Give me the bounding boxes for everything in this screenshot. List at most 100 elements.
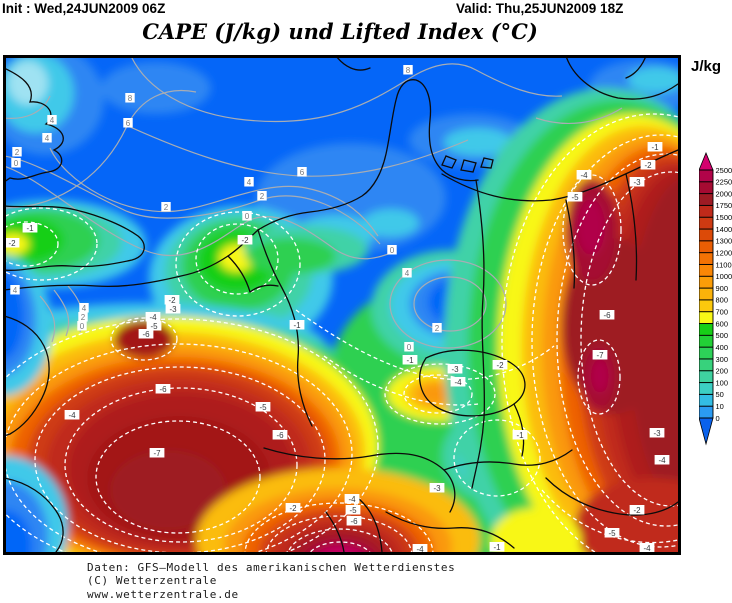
li-label-box xyxy=(403,65,413,75)
legend-tick-label: 1300 xyxy=(716,237,732,246)
li-label-value: -1 xyxy=(406,356,414,365)
legend-band xyxy=(699,193,713,206)
li-label-value: -3 xyxy=(451,365,459,374)
legend-tick-label: 1500 xyxy=(716,213,732,222)
li-label-value: 8 xyxy=(128,94,133,103)
legend-band xyxy=(699,335,713,348)
li-label-value: -4 xyxy=(348,495,356,504)
li-label-box xyxy=(123,118,133,128)
li-label-box xyxy=(404,342,414,352)
legend-band xyxy=(699,276,713,289)
li-label-box xyxy=(42,133,52,143)
init-time-label: Init : Wed,24JUN2009 06Z xyxy=(2,1,166,16)
li-label-value: -4 xyxy=(580,171,588,180)
li-label-value: -4 xyxy=(416,545,424,552)
li-label-box xyxy=(125,93,135,103)
li-label-box xyxy=(639,543,655,552)
data-source-line: Daten: GFS—Modell des amerikanischen Wet… xyxy=(87,561,456,574)
li-label-value: 2 xyxy=(164,203,169,212)
li-label-value: 2 xyxy=(15,148,20,157)
li-label-value: -6 xyxy=(603,311,611,320)
attribution-footer: Daten: GFS—Modell des amerikanischen Wet… xyxy=(87,561,455,601)
legend-tick-label: 400 xyxy=(716,343,729,352)
li-label-box xyxy=(146,321,162,331)
copyright-line: (C) Wetterzentrale xyxy=(87,574,218,588)
li-label-value: 2 xyxy=(81,313,86,322)
legend-tick-label: 500 xyxy=(716,331,729,340)
li-label-box xyxy=(237,235,253,245)
legend-unit-label: J/kg xyxy=(691,58,722,75)
legend-arrow-up-icon xyxy=(698,151,714,171)
legend-tick-label: 0 xyxy=(716,414,720,423)
legend-tick-label: 600 xyxy=(716,319,729,328)
li-label-value: -2 xyxy=(289,504,297,513)
li-label-value: 4 xyxy=(45,134,50,143)
legend-tick-label: 1000 xyxy=(716,272,732,281)
legend-tick-label: 1400 xyxy=(716,225,732,234)
website-line: www.wetterzentrale.de xyxy=(87,587,239,601)
li-label-box xyxy=(78,312,88,322)
li-label-box xyxy=(149,448,165,458)
li-label-value: 0 xyxy=(390,246,395,255)
li-label-box xyxy=(145,312,161,322)
li-label-value: -5 xyxy=(259,403,267,412)
legend-band xyxy=(699,217,713,230)
legend-tick-label: 200 xyxy=(716,367,729,376)
li-label-box xyxy=(412,544,428,552)
li-label-value: -1 xyxy=(293,321,301,330)
li-label-box xyxy=(242,211,252,221)
li-label-value: -7 xyxy=(596,351,604,360)
li-label-box xyxy=(447,364,463,374)
li-label-value: 8 xyxy=(406,66,411,75)
legend-band xyxy=(699,170,713,183)
li-label-value: -4 xyxy=(658,456,666,465)
li-label-box xyxy=(289,320,305,330)
li-label-value: 4 xyxy=(50,116,55,125)
li-label-value: -4 xyxy=(68,411,76,420)
li-label-value: 0 xyxy=(80,322,85,331)
li-label-value: -3 xyxy=(633,178,641,187)
li-label-value: -4 xyxy=(454,378,462,387)
legend-colorbar: 2500225020001750150014001300120011001000… xyxy=(698,151,732,446)
li-label-box xyxy=(285,503,301,513)
li-label-box xyxy=(489,542,505,552)
legend-band xyxy=(699,382,713,395)
legend-tick-label: 2500 xyxy=(716,166,732,175)
li-label-value: -3 xyxy=(169,305,177,314)
li-label-box xyxy=(649,428,665,438)
li-label-box xyxy=(654,455,670,465)
li-label-box xyxy=(450,377,466,387)
li-label-box xyxy=(647,142,663,152)
legend-band xyxy=(699,181,713,195)
li-label-box xyxy=(257,191,267,201)
cape-color-legend: 2500 2250 2000 1750 1500 1400 1300 1200 1100 1000… xyxy=(698,151,732,452)
li-label-value: -2 xyxy=(168,296,176,305)
legend-tick-label: 1750 xyxy=(716,201,732,210)
legend-band xyxy=(699,394,713,407)
li-label-value: -1 xyxy=(516,431,524,440)
li-label-value: -4 xyxy=(149,313,157,322)
li-label-box xyxy=(599,310,615,320)
li-label-box xyxy=(161,202,171,212)
li-label-box xyxy=(512,430,528,440)
li-label-box xyxy=(387,245,397,255)
legend-band xyxy=(699,205,713,218)
li-label-box xyxy=(138,329,154,339)
legend-band xyxy=(699,288,713,301)
li-label-value: -2 xyxy=(8,239,16,248)
li-label-box xyxy=(604,528,620,538)
legend-band xyxy=(699,229,713,242)
legend-tick-label: 100 xyxy=(716,378,729,387)
legend-tick-label: 300 xyxy=(716,355,729,364)
li-label-box xyxy=(155,384,171,394)
legend-band xyxy=(699,252,713,265)
legend-tick-label: 1100 xyxy=(716,260,732,269)
li-label-value: -2 xyxy=(241,236,249,245)
li-label-value: 4 xyxy=(247,178,252,187)
li-label-value: -3 xyxy=(653,429,661,438)
li-label-value: 0 xyxy=(245,212,250,221)
legend-band xyxy=(699,347,713,360)
li-label-value: -7 xyxy=(153,449,161,458)
